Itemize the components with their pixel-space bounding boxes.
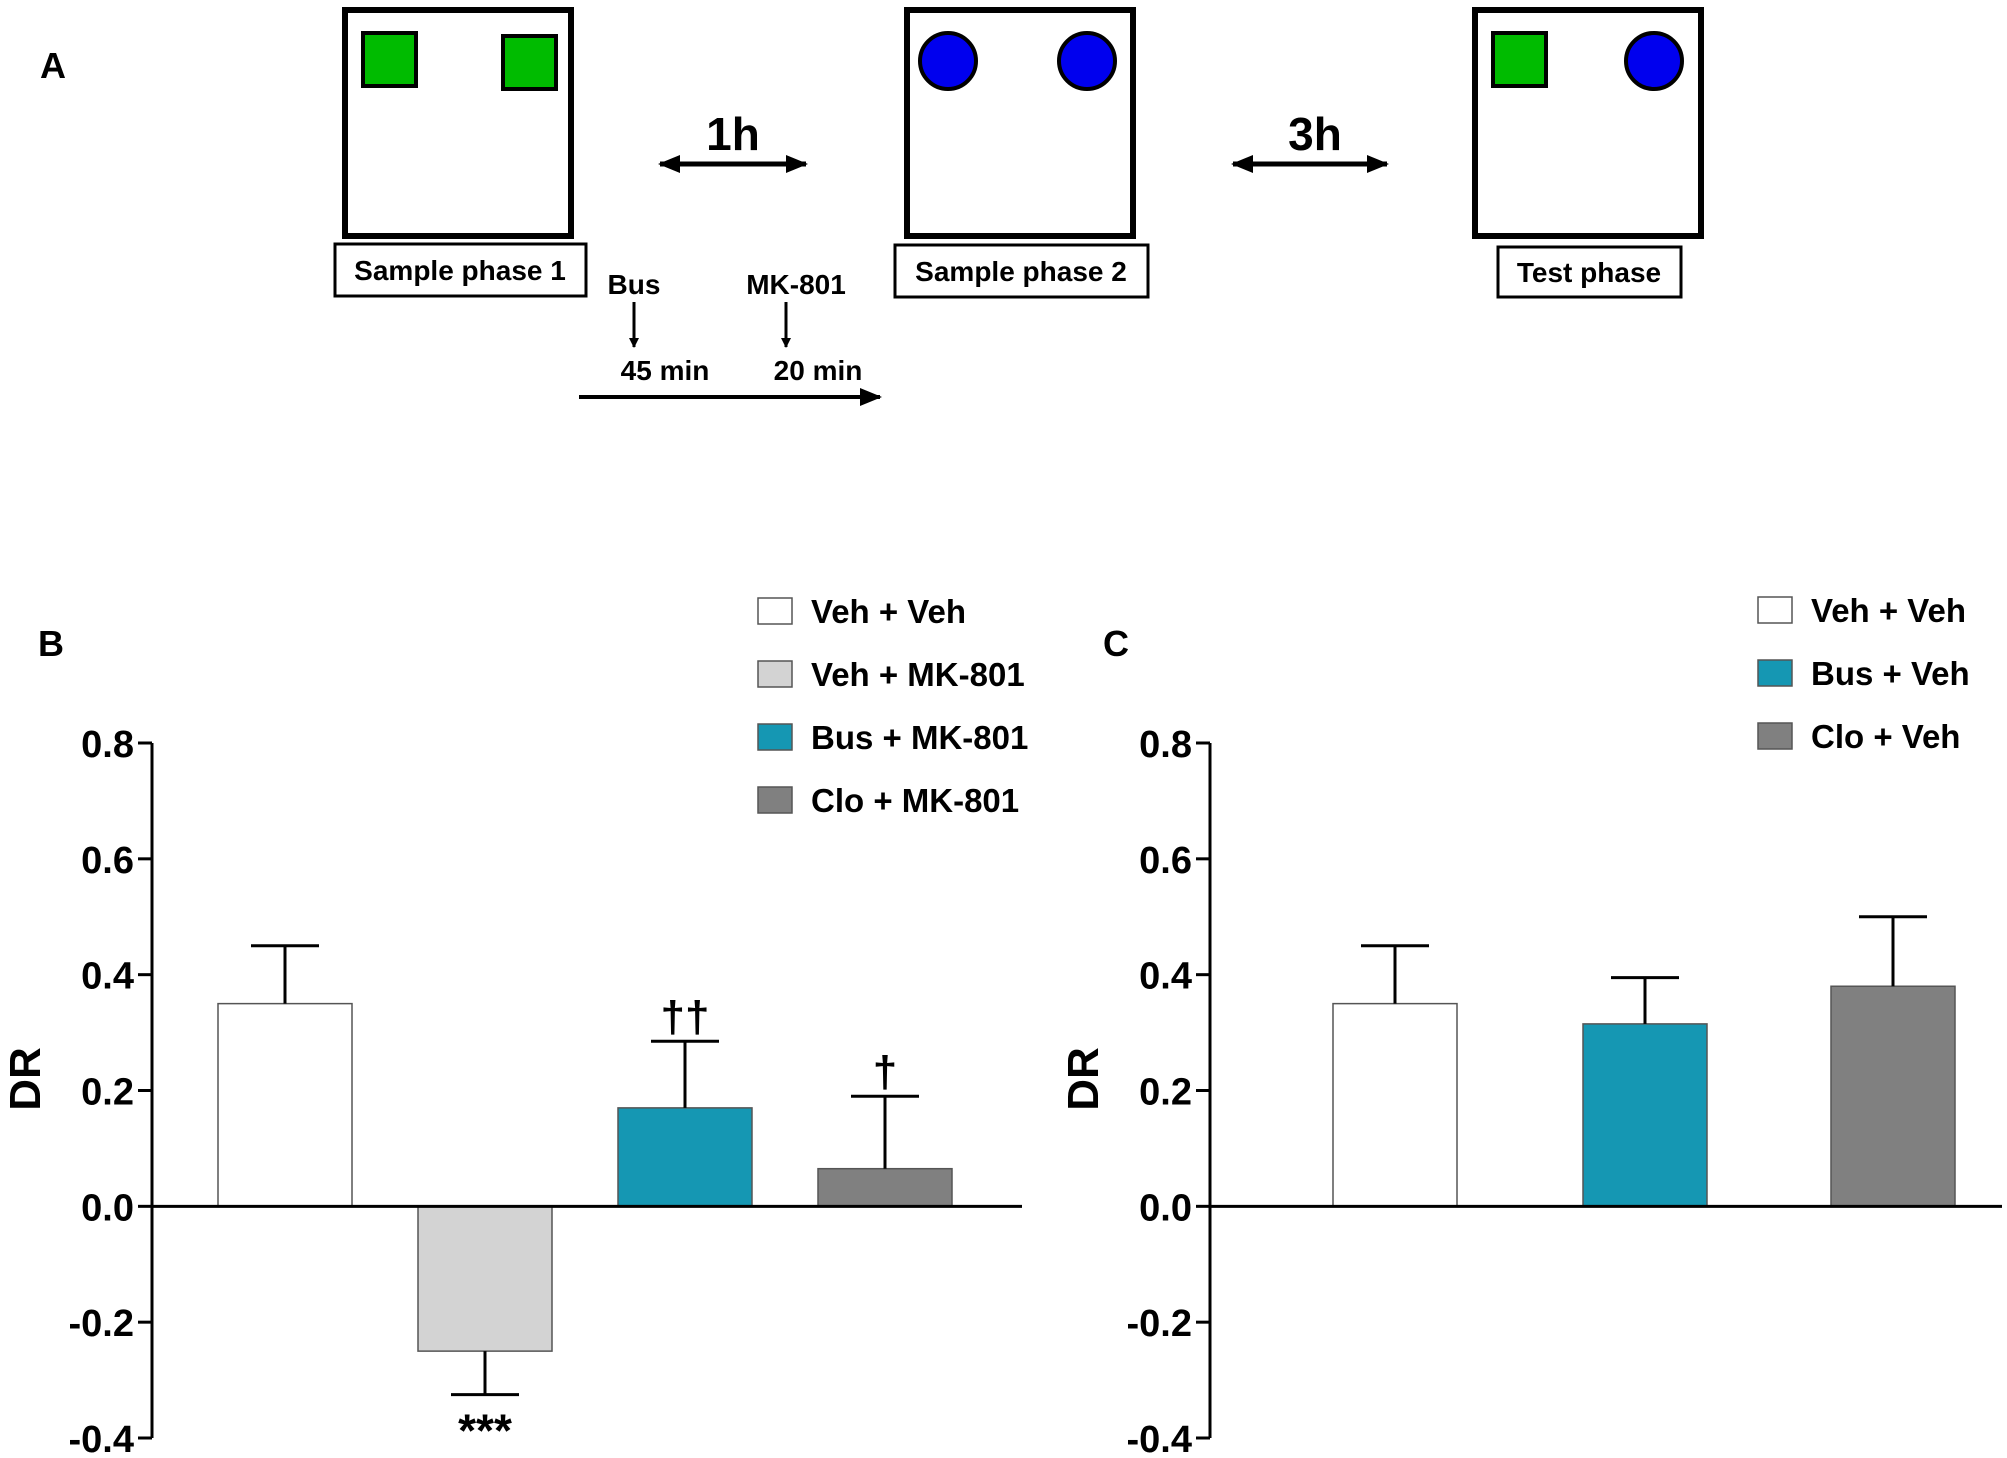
legend-swatch — [757, 597, 793, 625]
sample1-object-left — [361, 31, 418, 88]
significance-label: *** — [458, 1405, 512, 1457]
bar — [1830, 985, 1956, 1208]
legend-label: Clo + MK-801 — [811, 782, 1019, 819]
bar — [617, 1107, 753, 1208]
sample1-label-box — [333, 242, 588, 298]
legend-label: Veh + MK-801 — [811, 656, 1025, 693]
test-object-novel — [1624, 31, 1684, 91]
time-20min-label: 20 min — [774, 355, 863, 386]
y-tick-label: 0.0 — [1139, 1187, 1192, 1229]
y-tick-label: 0.4 — [1139, 956, 1192, 998]
panel-c-label: C — [1103, 623, 1129, 664]
legend-label: Clo + Veh — [1811, 718, 1960, 755]
sample2-object-left — [918, 31, 978, 91]
y-tick-label: 0.2 — [1139, 1072, 1192, 1114]
legend-swatch — [757, 660, 793, 688]
legend-swatch — [757, 723, 793, 751]
legend-label: Bus + Veh — [1811, 655, 1970, 692]
y-tick-label: -0.2 — [1127, 1303, 1192, 1345]
sample2-object-right — [1057, 31, 1117, 91]
y-tick-label: -0.4 — [69, 1419, 134, 1458]
y-tick-label: 0.8 — [81, 724, 134, 766]
panel-a: A Sample phase 1 1h Bus 45 min MK-801 20… — [40, 7, 1704, 406]
panel-b-ylabel: DR — [1, 1047, 50, 1111]
bar — [1582, 1023, 1708, 1208]
significance-label: † — [873, 1047, 897, 1096]
time-45min-label: 45 min — [621, 355, 710, 386]
sample2-label-box — [893, 243, 1150, 299]
legend-label: Bus + MK-801 — [811, 719, 1028, 756]
sample1-label: Sample phase 1 — [354, 255, 566, 286]
sample1-object-right — [501, 34, 558, 91]
y-tick-label: 0.4 — [81, 956, 134, 998]
legend-swatch — [1757, 722, 1793, 750]
bar — [1332, 1002, 1458, 1208]
panel-c-chart: C DR 0.8 0.6 0.4 0.2 0.0 -0.2 -0.4 Veh + Veh Bus… — [1059, 592, 2002, 1458]
legend-swatch — [1757, 596, 1793, 624]
y-tick-label: 0.6 — [81, 840, 134, 882]
bar — [217, 1002, 353, 1208]
y-tick-label: 0.6 — [1139, 840, 1192, 882]
interval-3h: 3h — [1288, 108, 1342, 160]
test-object-familiar — [1491, 31, 1548, 88]
significance-label: †† — [661, 992, 710, 1041]
drug-mk801-label: MK-801 — [746, 269, 846, 300]
bar — [817, 1167, 953, 1208]
y-tick-label: 0.0 — [81, 1187, 134, 1229]
panel-a-label: A — [40, 45, 66, 86]
drug-bus-label: Bus — [608, 269, 661, 300]
y-tick-label: 0.2 — [81, 1072, 134, 1114]
sample2-label: Sample phase 2 — [915, 256, 1127, 287]
test-label: Test phase — [1517, 257, 1661, 288]
panel-b-chart: B DR 0.80.60.40.20.0-0.2-0.4 ***†††Veh + … — [1, 593, 1028, 1458]
legend-label: Veh + Veh — [1811, 592, 1966, 629]
panel-b-label: B — [38, 623, 64, 664]
legend-swatch — [1757, 659, 1793, 687]
y-tick-label: -0.4 — [1127, 1419, 1192, 1458]
panel-c-ylabel: DR — [1059, 1047, 1108, 1111]
test-label-box — [1496, 245, 1683, 299]
y-tick-label: 0.8 — [1139, 724, 1192, 766]
legend-label: Veh + Veh — [811, 593, 966, 630]
bar — [417, 1205, 553, 1352]
legend-swatch — [757, 786, 793, 814]
y-tick-label: -0.2 — [69, 1303, 134, 1345]
interval-1h: 1h — [706, 108, 760, 160]
